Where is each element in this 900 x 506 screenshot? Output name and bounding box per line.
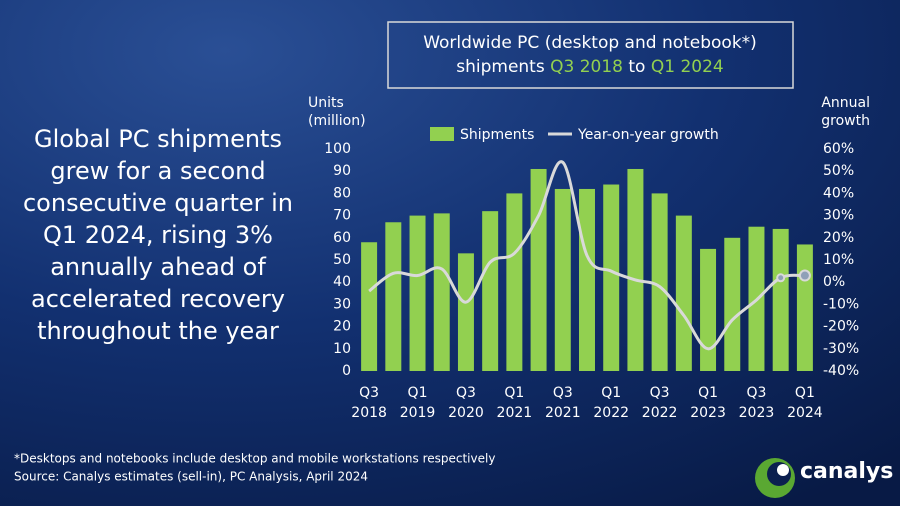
title-box <box>387 21 794 89</box>
x-tick-label-line: 2024 <box>787 405 823 421</box>
bar <box>409 215 426 371</box>
bar <box>506 193 523 371</box>
x-tick-label-line: Q3 <box>456 385 476 401</box>
bar <box>724 237 741 371</box>
headline: accelerated recovery <box>31 285 285 313</box>
y2-tick-label: 50% <box>823 163 854 179</box>
x-tick-label-line: 2023 <box>739 405 775 421</box>
bar <box>700 248 717 371</box>
x-tick-label: Q3 2023 <box>739 385 775 421</box>
x-tick-label-line: 2021 <box>545 405 581 421</box>
headline: consecutive quarter in <box>23 189 293 217</box>
x-tick-label-line: 2020 <box>448 405 484 421</box>
y-tick-label: 70 <box>333 208 351 224</box>
bar <box>675 215 692 371</box>
x-tick-label: Q1 2023 <box>690 385 726 421</box>
headline: annually ahead of <box>50 253 266 281</box>
footnote: *Desktops and notebooks include desktop … <box>14 452 495 466</box>
bar <box>603 184 620 371</box>
y2-tick-label: 10% <box>823 252 854 268</box>
y2-tick-label: 20% <box>823 230 854 246</box>
x-tick-label-line: Q3 <box>650 385 670 401</box>
y2-tick-label: 0% <box>823 274 845 290</box>
headline: Q1 2024, rising 3% <box>43 221 273 249</box>
x-tick-label: Q3 2018 <box>351 385 387 421</box>
x-tick-label-line: 2021 <box>497 405 533 421</box>
y2-tick-label: -40% <box>823 363 859 379</box>
bar <box>482 211 499 371</box>
chart-title: Worldwide PC (desktop and notebook*) <box>423 33 757 53</box>
y2-tick-label: -20% <box>823 319 859 335</box>
bar <box>385 222 402 371</box>
x-tick-label-line: Q1 <box>408 385 428 401</box>
title-part: Q3 2018 <box>550 57 623 77</box>
title-part: Q1 2024 <box>651 57 724 77</box>
x-tick-label-line: Q3 <box>359 385 379 401</box>
headline: Global PC shipments <box>34 125 282 153</box>
headline: grew for a second <box>50 157 265 185</box>
bar <box>457 253 474 371</box>
y-tick-label: 50 <box>333 252 351 268</box>
bar <box>361 242 378 371</box>
x-tick-label-line: 2023 <box>690 405 726 421</box>
x-tick-label: Q1 2019 <box>400 385 436 421</box>
y2-axis-title: growth <box>821 113 870 129</box>
legend-label: Year-on-year growth <box>577 127 719 143</box>
title-part: to <box>628 57 645 77</box>
legend-label: Shipments <box>460 127 534 143</box>
y2-tick-label: 30% <box>823 208 854 224</box>
y2-axis-title: Annual <box>821 95 870 111</box>
y-tick-label: 60 <box>333 230 351 246</box>
x-tick-label-line: 2022 <box>642 405 678 421</box>
growth-point <box>776 273 786 283</box>
title-part: shipments <box>456 57 545 77</box>
y2-tick-label: -10% <box>823 296 859 312</box>
x-tick-label-line: Q1 <box>795 385 815 401</box>
x-tick-label-line: Q3 <box>747 385 767 401</box>
chart-title: shipments Q3 2018 to Q1 2024 <box>456 57 724 77</box>
y2-tick-label: 60% <box>823 141 854 157</box>
y-tick-label: 90 <box>333 163 351 179</box>
x-tick-label: Q3 2020 <box>448 385 484 421</box>
x-tick-label-line: 2019 <box>400 405 436 421</box>
x-tick-label-line: 2022 <box>593 405 629 421</box>
x-tick-label: Q1 2024 <box>787 385 823 421</box>
bar <box>530 168 547 371</box>
x-tick-label-line: Q1 <box>698 385 718 401</box>
y2-tick-label: 40% <box>823 185 854 201</box>
y-tick-label: 100 <box>324 141 351 157</box>
y-tick-label: 40 <box>333 274 351 290</box>
bar <box>554 188 571 371</box>
y-tick-label: 20 <box>333 319 351 335</box>
x-tick-label-line: Q1 <box>504 385 524 401</box>
x-tick-label-line: 2018 <box>351 405 387 421</box>
x-tick-label-line: Q3 <box>553 385 573 401</box>
logo-icon <box>755 458 795 498</box>
growth-line <box>368 160 806 351</box>
bar <box>433 213 450 371</box>
bar <box>627 168 644 371</box>
bar <box>579 188 595 371</box>
y-tick-label: 30 <box>333 296 351 312</box>
y-axis-title: (million) <box>308 113 366 129</box>
y-tick-label: 80 <box>333 185 351 201</box>
y-tick-label: 10 <box>333 341 351 357</box>
legend-swatch <box>430 127 454 141</box>
bar <box>651 193 668 371</box>
x-tick-label: Q1 2022 <box>593 385 629 421</box>
x-tick-label: Q3 2021 <box>545 385 581 421</box>
bar <box>796 244 813 371</box>
y-axis-title: Units <box>308 95 344 111</box>
logo-text: canalys <box>800 459 893 484</box>
x-tick-label: Q1 2021 <box>497 385 533 421</box>
source: Source: Canalys estimates (sell-in), PC … <box>14 470 368 484</box>
bar <box>772 228 789 371</box>
x-tick-label-line: Q1 <box>601 385 621 401</box>
headline: throughout the year <box>37 317 279 345</box>
y-tick-label: 0 <box>342 363 351 379</box>
growth-point <box>798 269 811 282</box>
x-tick-label: Q3 2022 <box>642 385 678 421</box>
y2-tick-label: -30% <box>823 341 859 357</box>
